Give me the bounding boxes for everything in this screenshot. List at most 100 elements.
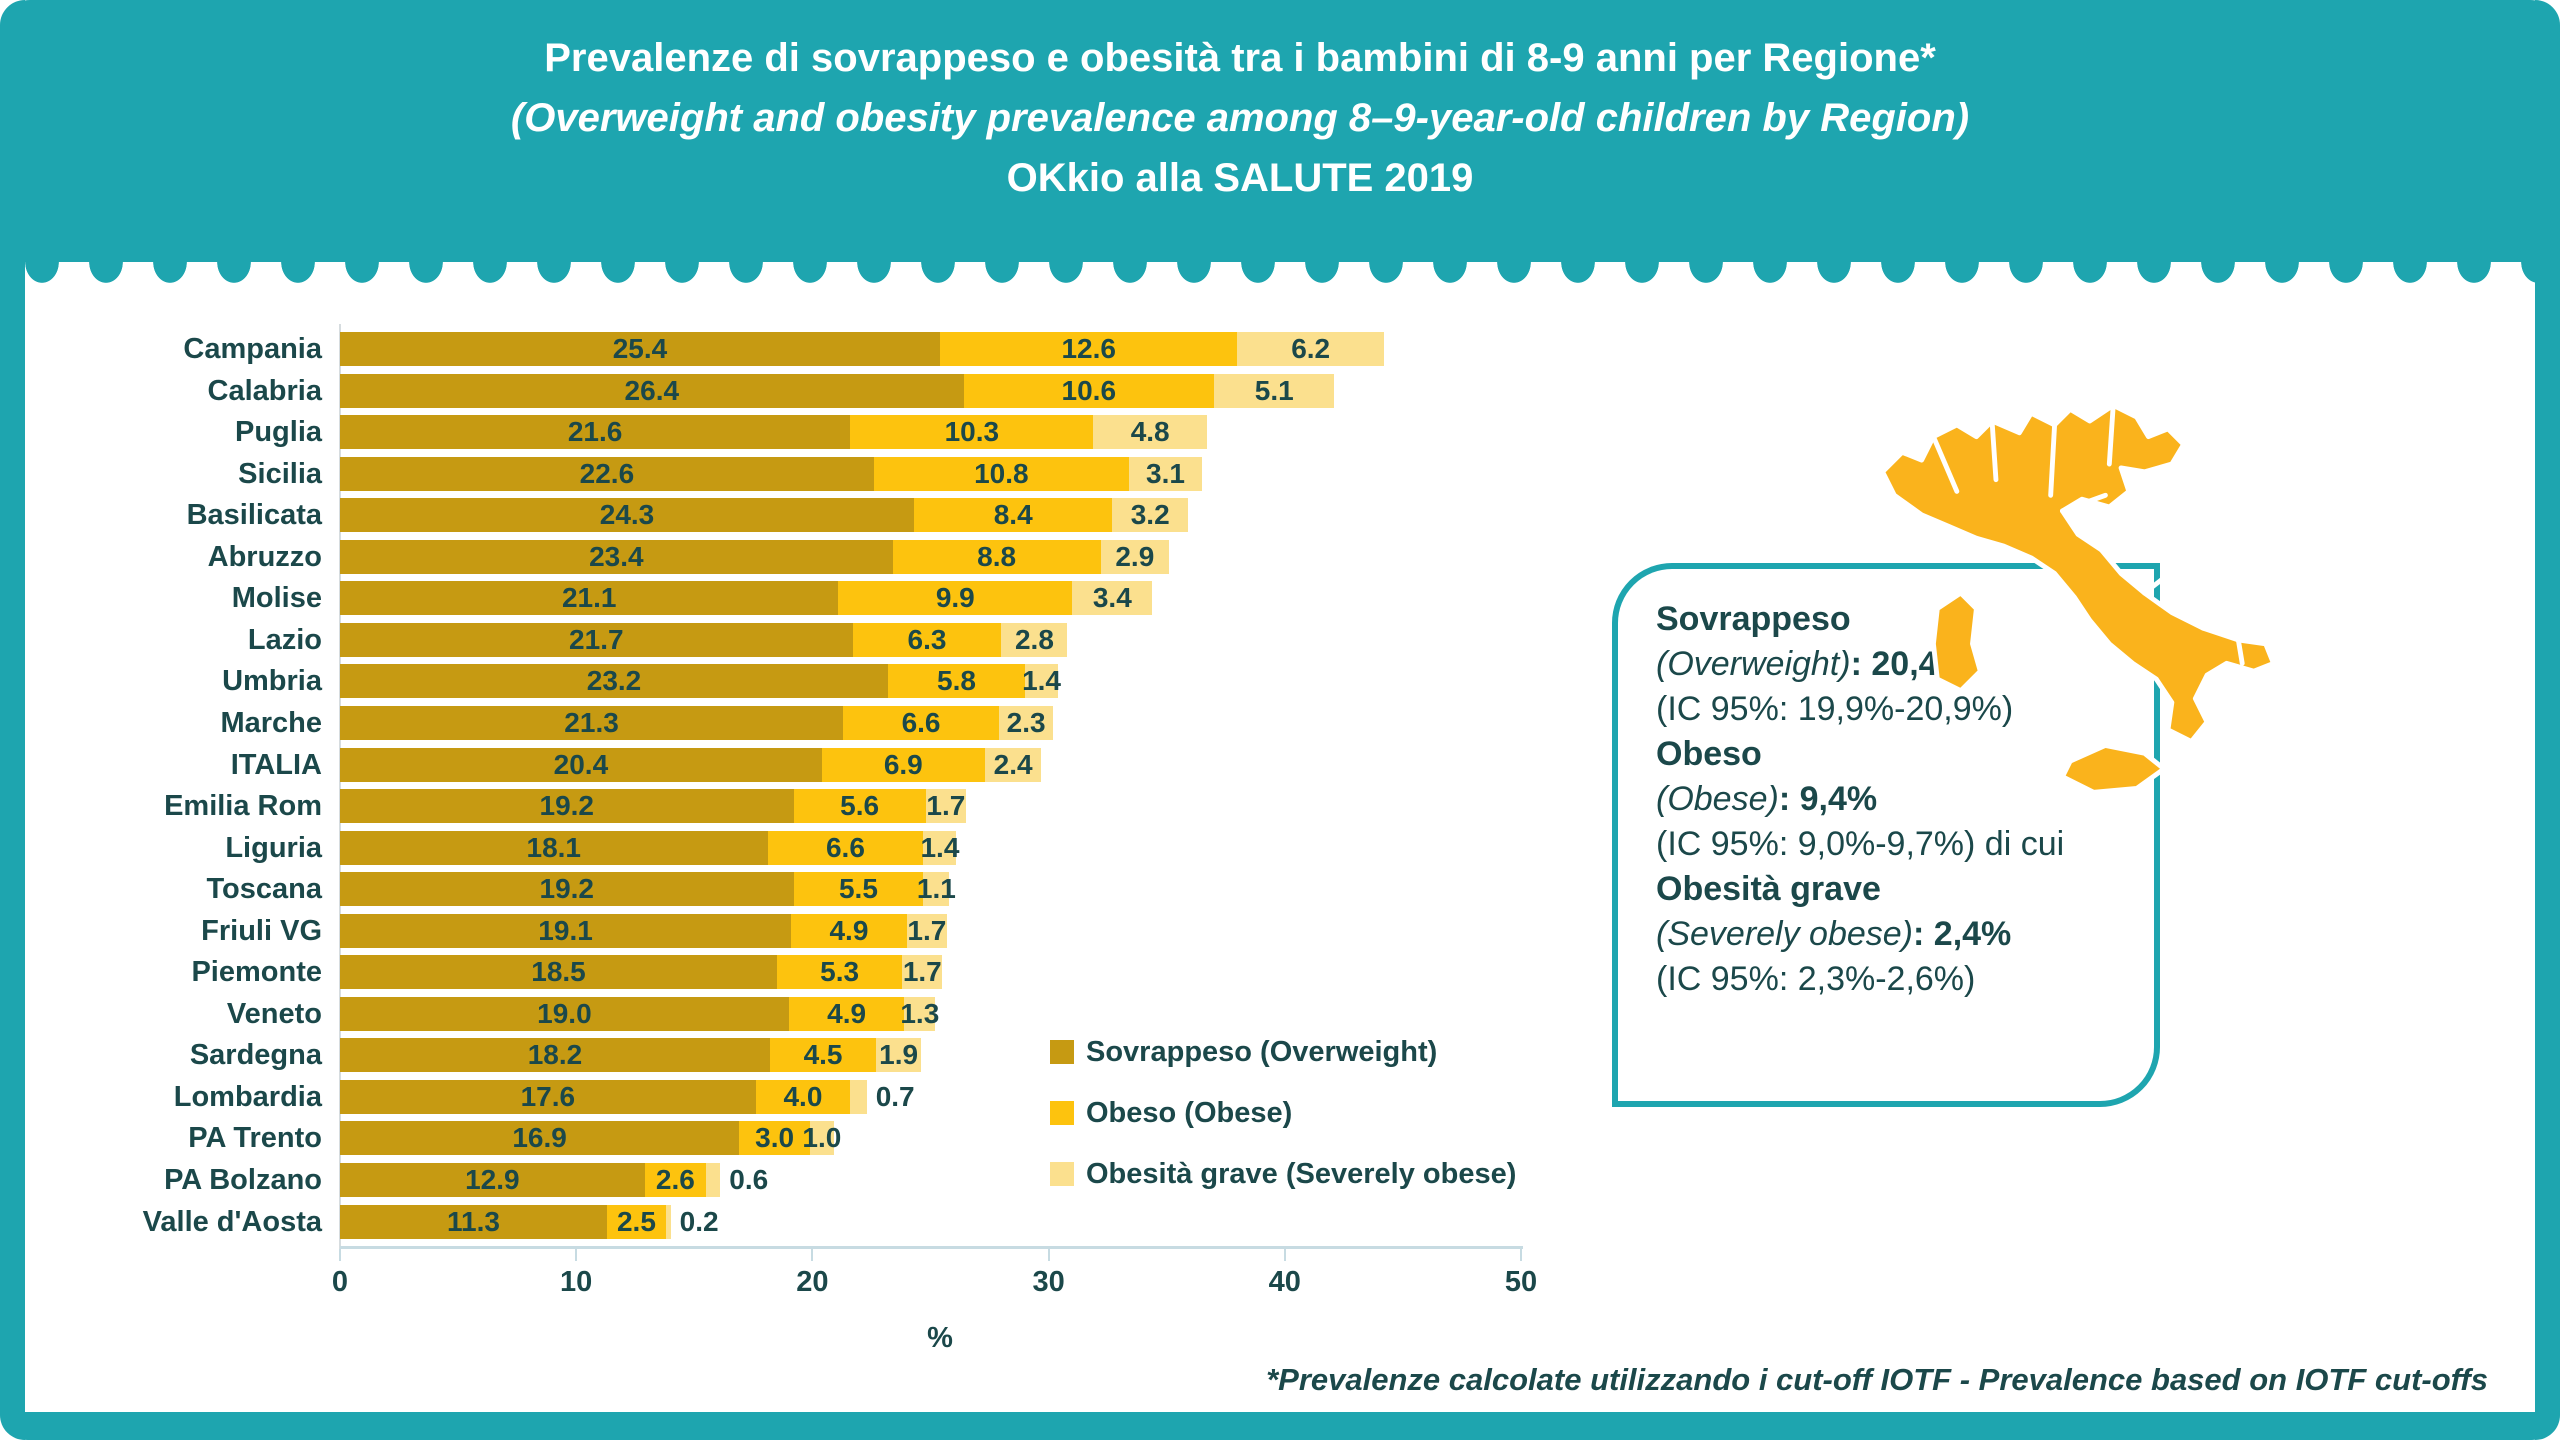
x-axis-line	[340, 1246, 1523, 1249]
bar-segment-overweight: 19.2	[340, 789, 794, 823]
stacked-bar: 18.5 5.3 1.7	[340, 955, 943, 989]
region-label: Lombardia	[173, 1081, 322, 1113]
stacked-bar: 23.2 5.8 1.4	[340, 664, 1061, 698]
title-line-2: (Overweight and obesity prevalence among…	[510, 96, 1970, 140]
bar-value-label: 2.6	[655, 1164, 695, 1195]
bar-segment-severe	[665, 1205, 671, 1239]
bar-segment-overweight: 19.0	[340, 997, 789, 1031]
y-axis-line	[339, 324, 341, 1250]
bar-value-label: 3.2	[1130, 499, 1170, 530]
bar-value-label: 2.9	[1115, 541, 1155, 572]
bar-value-label: 2.4	[993, 749, 1033, 780]
chart-row: Campania 25.4 12.6 6.2	[0, 332, 1700, 366]
bar-segment-obese: 5.8	[888, 664, 1025, 698]
bar-value-label: 4.8	[1130, 416, 1170, 447]
bar-segment-severe: 1.3	[900, 997, 939, 1031]
stacked-bar: 19.0 4.9 1.3	[340, 997, 939, 1031]
legend-item: Obeso (Obese)	[1050, 1093, 1516, 1133]
bar-segment-obese: 10.8	[873, 457, 1129, 491]
bar-segment-overweight: 25.4	[340, 332, 940, 366]
bar-value-label: 6.2	[1291, 333, 1331, 364]
bar-value-label: 12.6	[1061, 333, 1116, 364]
chart-row: Liguria 18.1 6.6 1.4	[0, 831, 1700, 865]
bar-segment-obese: 5.6	[793, 789, 926, 823]
stacked-bar: 19.1 4.9 1.7	[340, 914, 947, 948]
region-label: Piemonte	[191, 956, 322, 988]
bar-segment-overweight: 24.3	[340, 498, 914, 532]
stacked-bar: 22.6 10.8 3.1	[340, 457, 1203, 491]
stacked-bar: 18.1 6.6 1.4	[340, 831, 960, 865]
region-label: PA Bolzano	[164, 1164, 322, 1196]
x-axis-tick-label: 0	[331, 1266, 349, 1298]
bar-segment-severe	[706, 1163, 721, 1197]
bar-value-label: 1.7	[902, 956, 942, 987]
bar-segment-severe: 2.4	[984, 748, 1042, 782]
x-axis-tick-label: 40	[1268, 1266, 1301, 1298]
region-label: Friuli VG	[201, 915, 322, 947]
footnote: *Prevalenze calcolate utilizzando i cut-…	[1266, 1362, 2488, 1397]
x-axis-tick	[1283, 1249, 1286, 1261]
x-axis-tick	[1047, 1249, 1050, 1261]
bar-segment-severe: 1.1	[917, 872, 956, 906]
chart-row: PA Trento 16.9 3.0 1.0	[0, 1121, 1700, 1155]
bar-segment-overweight: 11.3	[340, 1205, 607, 1239]
bar-value-label: 0.7	[875, 1081, 915, 1112]
chart-row: Valle d'Aosta 11.3 2.5 0.2	[0, 1205, 1700, 1239]
bar-value-label: 3.0	[755, 1122, 795, 1153]
bar-value-label: 6.6	[901, 707, 941, 738]
bar-value-label: 6.3	[907, 624, 947, 655]
italy-mainland	[1880, 402, 2276, 744]
bar-segment-obese: 4.9	[791, 914, 907, 948]
bar-value-label: 19.2	[539, 790, 595, 821]
bar-segment-obese: 6.9	[821, 748, 985, 782]
region-label: Liguria	[225, 832, 322, 864]
bar-segment-overweight: 19.2	[340, 872, 794, 906]
bar-value-label: 3.4	[1092, 582, 1132, 613]
stats-line: (Severely obese): 2,4%	[1656, 915, 2012, 953]
bar-segment-obese: 9.9	[838, 581, 1073, 615]
bar-segment-severe: 3.2	[1112, 498, 1188, 532]
region-borders	[1930, 402, 2245, 666]
chart-row: Umbria 23.2 5.8 1.4	[0, 664, 1700, 698]
bar-value-label: 12.9	[465, 1164, 520, 1195]
bar-value-label: 22.6	[579, 458, 635, 489]
legend-label: Obesità grave (Severely obese)	[1086, 1157, 1517, 1190]
region-label: Lazio	[247, 624, 322, 656]
chart-row: Abruzzo 23.4 8.8 2.9	[0, 540, 1700, 574]
bar-value-label: 1.4	[920, 832, 960, 863]
region-label: Marche	[220, 707, 322, 739]
bar-value-label: 4.9	[827, 998, 867, 1029]
bar-value-label: 5.1	[1254, 375, 1294, 406]
bar-segment-severe: 1.7	[906, 914, 947, 948]
bar-segment-overweight: 23.2	[340, 664, 888, 698]
bar-value-label: 21.1	[561, 582, 617, 613]
region-label: Toscana	[206, 873, 322, 905]
chart-row: Molise 21.1 9.9 3.4	[0, 581, 1700, 615]
stats-line: Obeso	[1656, 735, 1762, 773]
bar-segment-obese: 6.6	[767, 831, 924, 865]
bar-value-label: 5.8	[937, 665, 976, 696]
bar-value-label: 1.1	[916, 873, 956, 904]
bar-segment-severe	[850, 1080, 867, 1114]
region-label: Sardegna	[189, 1039, 322, 1071]
x-axis-tick-label: 20	[796, 1266, 829, 1298]
bar-value-label: 2.5	[616, 1206, 656, 1237]
bar-segment-severe: 3.4	[1072, 581, 1153, 615]
bar-segment-obese: 6.3	[852, 623, 1002, 657]
chart-row: Puglia 21.6 10.3 4.8	[0, 415, 1700, 449]
x-axis-tick	[575, 1249, 578, 1261]
bar-segment-obese: 5.3	[777, 955, 903, 989]
region-label: Molise	[231, 582, 322, 614]
bar-segment-obese: 4.0	[755, 1080, 851, 1114]
region-label: PA Trento	[188, 1122, 322, 1154]
bar-value-label: 19.1	[538, 915, 593, 946]
stats-line: Obesità grave	[1656, 870, 1881, 908]
stats-panel: Sovrappeso (Overweight): 20,4% (IC 95%: 19…	[1612, 563, 2160, 1107]
x-axis-tick	[811, 1249, 814, 1261]
x-axis-tick-label: 10	[560, 1266, 593, 1298]
bar-segment-obese: 6.6	[843, 706, 999, 740]
bar-segment-obese: 4.9	[788, 997, 905, 1031]
bar-value-label: 5.6	[840, 790, 880, 821]
bar-value-label: 8.4	[993, 499, 1033, 530]
bar-value-label: 19.2	[539, 873, 595, 904]
